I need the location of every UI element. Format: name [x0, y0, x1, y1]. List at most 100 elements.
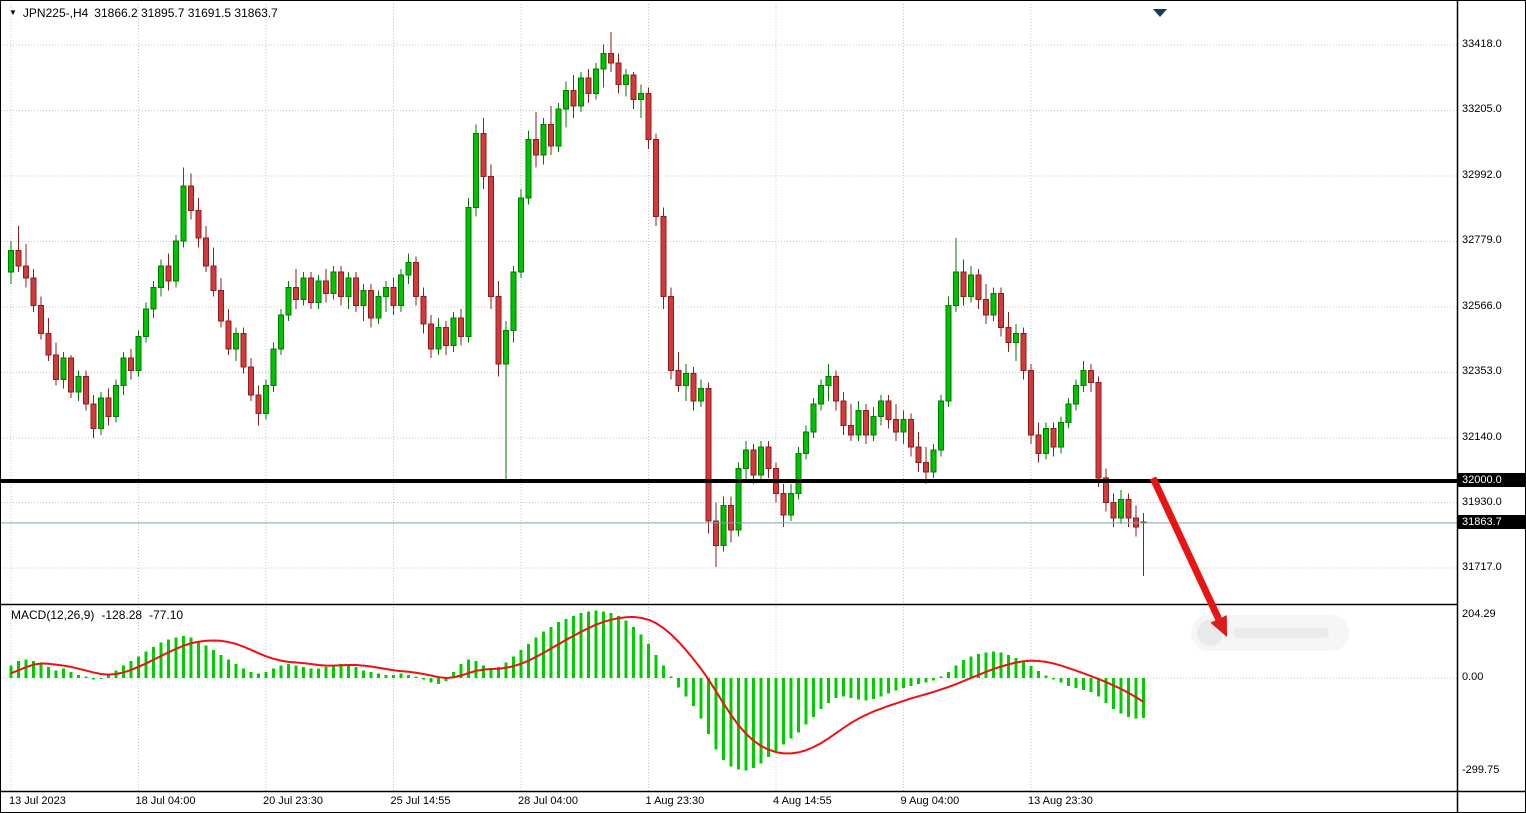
candle	[83, 370, 89, 411]
candle	[480, 118, 487, 189]
candle	[120, 351, 127, 395]
candle	[1065, 397, 1072, 429]
candle	[570, 75, 577, 119]
candle	[660, 207, 667, 309]
candle	[1133, 505, 1139, 537]
candle	[938, 394, 944, 457]
candle	[638, 84, 644, 119]
candle	[203, 225, 209, 272]
candle	[698, 379, 704, 408]
price-axis-label: 33205.0	[1462, 103, 1502, 116]
candle	[1073, 379, 1079, 411]
candle	[1005, 311, 1012, 352]
candle	[143, 302, 149, 343]
macd-axis-label: 0.00	[1462, 671, 1484, 683]
candle	[945, 296, 952, 408]
candle	[225, 308, 232, 355]
candle	[413, 256, 419, 306]
candle	[128, 348, 134, 380]
candle	[308, 271, 314, 309]
candle	[435, 318, 442, 355]
candle	[338, 265, 344, 306]
price-badge: 31863.7	[1458, 514, 1525, 529]
candle	[1020, 327, 1027, 380]
price-axis-label: 31717.0	[1462, 560, 1502, 573]
time-axis[interactable]: 13 Jul 2023 18 Jul 04:00 20 Jul 23:30 25 Ju…	[1, 792, 1457, 812]
candle	[8, 241, 14, 285]
candle	[173, 235, 179, 288]
candle	[503, 321, 509, 481]
watermark-logo	[1197, 620, 1223, 646]
candle	[45, 318, 52, 362]
candle	[1118, 490, 1124, 525]
candle	[1110, 493, 1117, 528]
candle	[608, 32, 614, 73]
candle	[255, 385, 262, 426]
candle	[810, 397, 817, 438]
candle	[473, 124, 479, 217]
candle	[675, 351, 682, 392]
price-axis-label: 32779.0	[1462, 234, 1502, 247]
candle	[1043, 422, 1049, 460]
gridlines	[1, 4, 1457, 792]
candle	[720, 496, 727, 552]
candle	[623, 68, 629, 97]
candle	[90, 394, 97, 438]
candle	[38, 296, 44, 340]
ohlc-values: 31866.2 31895.7 31691.5 31863.7	[94, 6, 278, 20]
candle	[210, 247, 217, 297]
candle	[563, 81, 569, 128]
candle	[23, 244, 29, 288]
candle	[1080, 361, 1087, 392]
macd-value: -128.28	[101, 608, 143, 622]
candles	[8, 32, 1147, 576]
time-axis-label: 20 Jul 23:30	[263, 795, 323, 807]
candle	[240, 327, 247, 374]
candle	[630, 72, 637, 109]
candle	[150, 281, 157, 319]
candle	[450, 311, 457, 352]
time-axis-label: 9 Aug 04:00	[900, 795, 960, 807]
candle	[765, 441, 772, 478]
candle	[555, 102, 562, 152]
price-axis-label: 31930.0	[1462, 495, 1502, 508]
candle	[788, 484, 794, 521]
time-axis-label: 28 Jul 04:00	[518, 795, 578, 807]
candle	[525, 130, 532, 205]
candle	[893, 404, 899, 442]
candle	[398, 268, 404, 312]
candle	[353, 271, 359, 312]
candle	[293, 268, 299, 309]
candle	[848, 404, 854, 442]
price-axis-label: 33418.0	[1462, 38, 1502, 50]
candle	[68, 354, 74, 398]
candle	[593, 62, 599, 100]
chart-shift-icon[interactable]	[1152, 5, 1168, 17]
candle	[795, 447, 802, 500]
candle	[900, 410, 907, 445]
price-axis[interactable]: 33418.0 33205.0 32992.0 32779.0 32566.0 32353…	[1458, 1, 1525, 812]
candle	[960, 259, 967, 306]
price-axis-label: 32140.0	[1462, 430, 1502, 443]
candle	[705, 382, 712, 534]
candle	[600, 44, 607, 88]
candle	[60, 351, 67, 389]
candle	[645, 87, 652, 149]
candle	[683, 364, 689, 402]
candle	[908, 413, 914, 457]
candle	[878, 394, 884, 426]
candle	[375, 290, 382, 325]
candle	[75, 370, 82, 402]
candle	[518, 188, 524, 279]
candle	[930, 444, 937, 478]
candle	[263, 379, 269, 420]
candle	[540, 118, 547, 165]
trend-arrow[interactable]	[1149, 476, 1227, 637]
candle	[368, 284, 374, 328]
candle	[270, 342, 277, 392]
symbol-dropdown-icon[interactable]: ▼	[9, 8, 17, 17]
macd-axis-label: -299.75	[1462, 763, 1500, 776]
candle	[578, 72, 584, 113]
